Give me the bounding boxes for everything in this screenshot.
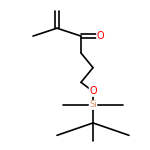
Text: O: O [97, 31, 104, 41]
Text: Si: Si [89, 100, 97, 109]
Text: O: O [89, 86, 97, 96]
